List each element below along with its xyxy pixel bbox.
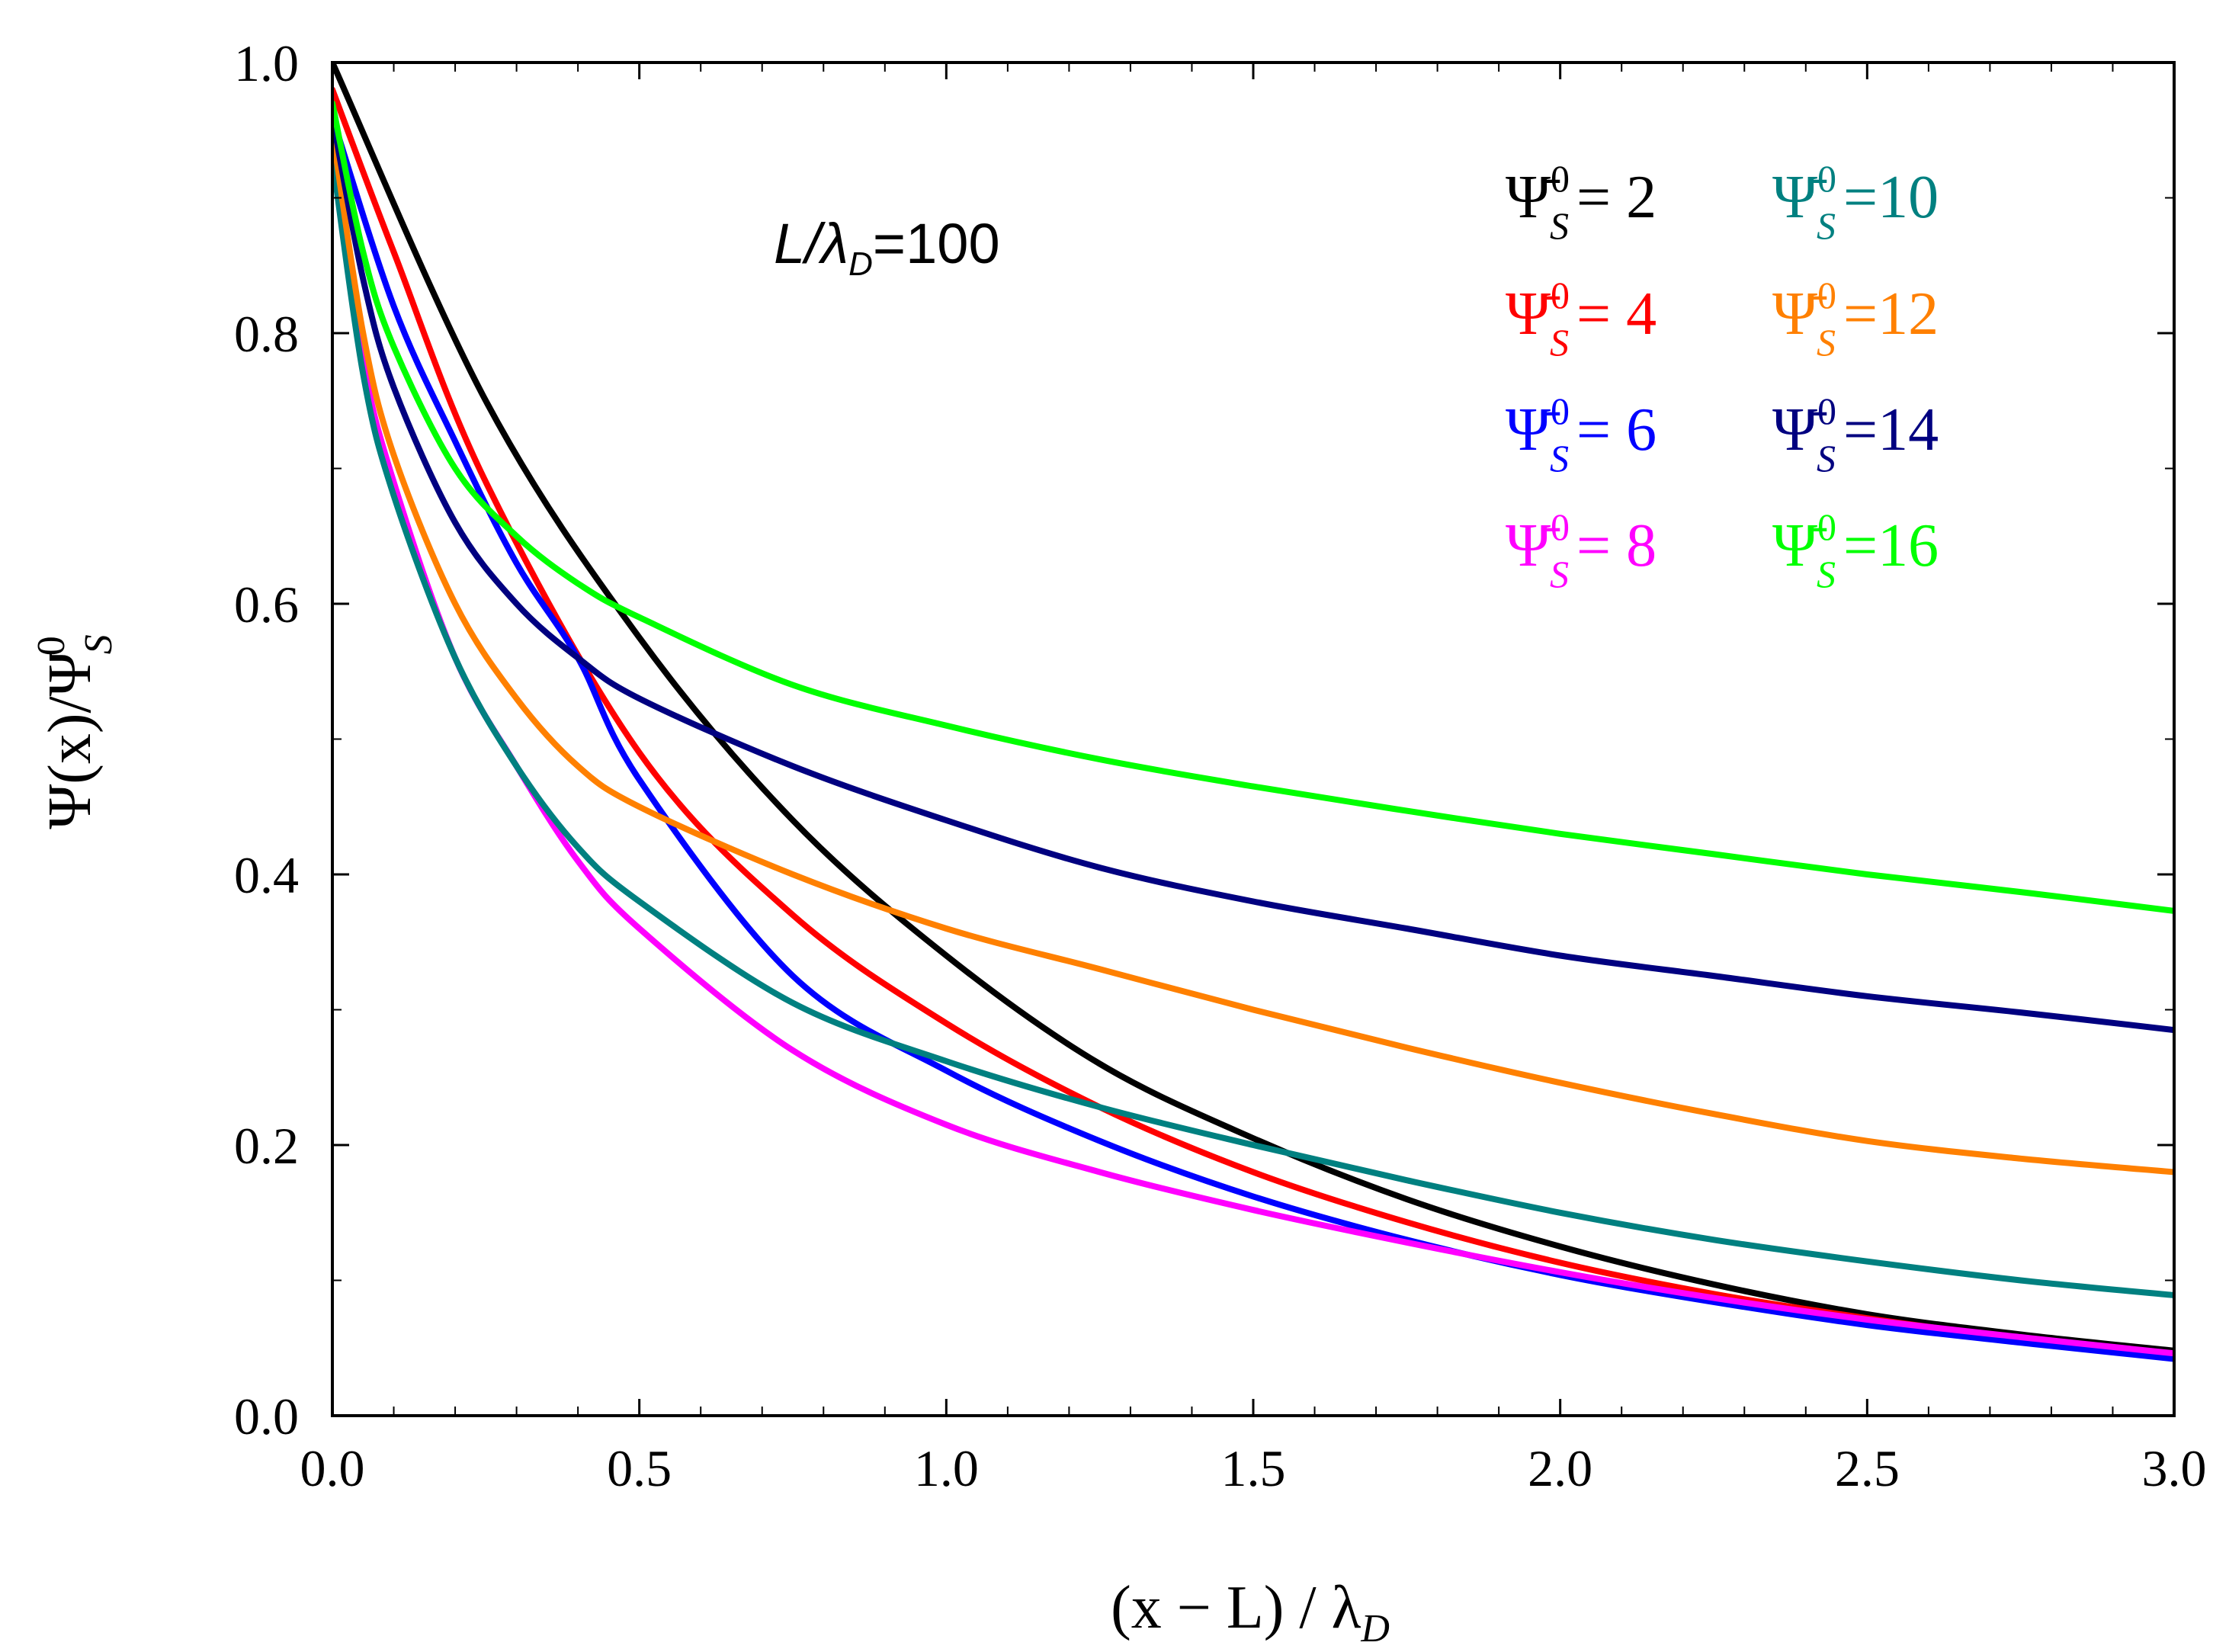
y-axis-title: Ψ(x)/ΨS0 [30,634,120,829]
x-tick-label: 1.5 [1221,1439,1286,1497]
series-line-2 [332,63,2174,1354]
legend-entry-14: Ψ̄0 S =14 [1772,390,1939,480]
legend-entry-4: Ψ̄0 S = 4 [1506,274,1657,364]
y-tick-label: 1.0 [234,34,299,92]
series-line-12 [332,127,2174,1176]
series-line-10 [332,154,2174,1298]
x-axis-title: (x − L) / λD [1111,1574,1390,1650]
legend-entry-8: Ψ̄0 S = 8 [1506,505,1657,595]
legend-entry-10: Ψ̄0 S =10 [1772,157,1939,247]
tick-layer: 0.0 0.5 1.0 1.5 2.0 2.5 3.0 0.0 0.2 0.4 0.6 0.8 1.0 [234,34,2207,1497]
x-tick-label: 1.0 [914,1439,979,1497]
legend-entry-12: Ψ̄0 S =12 [1772,274,1939,364]
series-line-16 [332,100,2174,914]
x-tick-label: 0.5 [607,1439,672,1497]
series-layer [332,63,2174,1362]
y-tick-label: 0.6 [234,576,299,634]
series-line-14 [332,114,2174,1034]
y-tick-label: 0.0 [234,1387,299,1445]
x-tick-label: 3.0 [2142,1439,2207,1497]
x-tick-label: 0.0 [300,1439,365,1497]
legend: Ψ̄0 S = 2 Ψ̄0 S = 4 Ψ̄0 S = 6 Ψ̄0 S = 8 Ψ̄0 S =10 Ψ̄0 S =… [1506,157,1939,595]
annotation-label: L/λD=100 [774,212,1000,283]
y-tick-label: 0.4 [234,846,299,904]
x-tick-label: 2.5 [1835,1439,1900,1497]
y-tick-label: 0.8 [234,305,299,363]
y-tick-label: 0.2 [234,1117,299,1175]
legend-entry-6: Ψ̄0 S = 6 [1506,390,1657,480]
legend-entry-2: Ψ̄0 S = 2 [1506,157,1657,247]
x-tick-label: 2.0 [1528,1439,1592,1497]
legend-entry-16: Ψ̄0 S =16 [1772,505,1939,595]
